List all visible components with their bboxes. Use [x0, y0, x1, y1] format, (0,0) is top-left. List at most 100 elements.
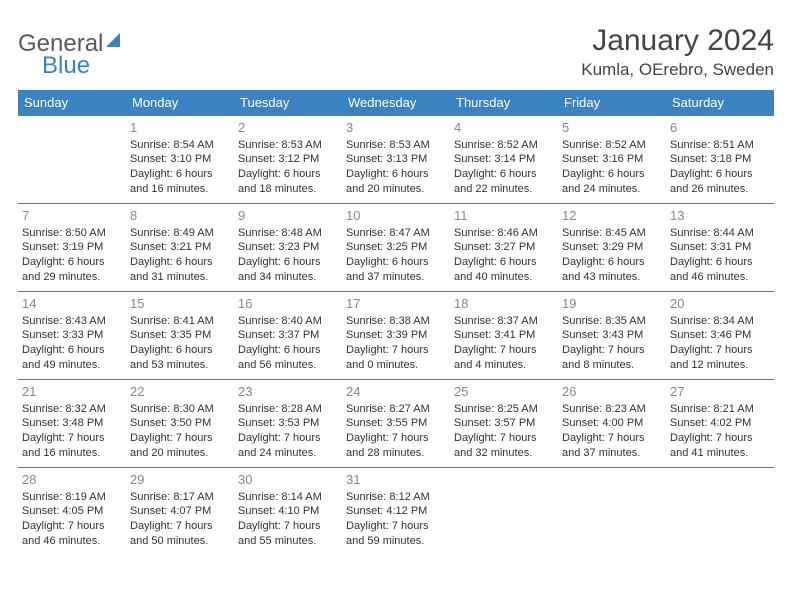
- day-number: 21: [22, 383, 122, 401]
- day-cell: 12Sunrise: 8:45 AMSunset: 3:29 PMDayligh…: [558, 204, 666, 292]
- day-number: 30: [238, 471, 338, 489]
- sunrise-text: Sunrise: 8:43 AM: [22, 314, 122, 329]
- daylight1-text: Daylight: 7 hours: [346, 431, 446, 446]
- sunset-text: Sunset: 3:21 PM: [130, 240, 230, 255]
- sunrise-text: Sunrise: 8:50 AM: [22, 226, 122, 241]
- day-cell: 4Sunrise: 8:52 AMSunset: 3:14 PMDaylight…: [450, 116, 558, 204]
- day-cell: [450, 468, 558, 556]
- day-cell: 22Sunrise: 8:30 AMSunset: 3:50 PMDayligh…: [126, 380, 234, 468]
- sunset-text: Sunset: 4:00 PM: [562, 416, 662, 431]
- day-header-thu: Thursday: [450, 90, 558, 116]
- day-header-wed: Wednesday: [342, 90, 450, 116]
- daylight2-text: and 41 minutes.: [670, 446, 770, 461]
- sunrise-text: Sunrise: 8:27 AM: [346, 402, 446, 417]
- sunset-text: Sunset: 3:27 PM: [454, 240, 554, 255]
- sunrise-text: Sunrise: 8:17 AM: [130, 490, 230, 505]
- page-header: General January 2024 Kumla, OErebro, Swe…: [18, 24, 774, 80]
- day-cell: 20Sunrise: 8:34 AMSunset: 3:46 PMDayligh…: [666, 292, 774, 380]
- day-cell: 31Sunrise: 8:12 AMSunset: 4:12 PMDayligh…: [342, 468, 450, 556]
- day-cell: 23Sunrise: 8:28 AMSunset: 3:53 PMDayligh…: [234, 380, 342, 468]
- day-number: 3: [346, 119, 446, 137]
- sunset-text: Sunset: 3:19 PM: [22, 240, 122, 255]
- daylight1-text: Daylight: 7 hours: [454, 343, 554, 358]
- sunrise-text: Sunrise: 8:41 AM: [130, 314, 230, 329]
- daylight1-text: Daylight: 6 hours: [238, 343, 338, 358]
- daylight1-text: Daylight: 6 hours: [454, 255, 554, 270]
- sunset-text: Sunset: 3:16 PM: [562, 152, 662, 167]
- day-cell: 29Sunrise: 8:17 AMSunset: 4:07 PMDayligh…: [126, 468, 234, 556]
- sunset-text: Sunset: 3:14 PM: [454, 152, 554, 167]
- day-cell: 26Sunrise: 8:23 AMSunset: 4:00 PMDayligh…: [558, 380, 666, 468]
- daylight2-text: and 43 minutes.: [562, 270, 662, 285]
- daylight1-text: Daylight: 6 hours: [22, 343, 122, 358]
- day-number: 13: [670, 207, 770, 225]
- daylight1-text: Daylight: 6 hours: [454, 167, 554, 182]
- day-header-mon: Monday: [126, 90, 234, 116]
- title-block: January 2024 Kumla, OErebro, Sweden: [581, 24, 774, 80]
- daylight1-text: Daylight: 6 hours: [562, 255, 662, 270]
- location-subtitle: Kumla, OErebro, Sweden: [581, 60, 774, 80]
- day-number: 17: [346, 295, 446, 313]
- day-header-tue: Tuesday: [234, 90, 342, 116]
- day-number: 8: [130, 207, 230, 225]
- week-row: 7Sunrise: 8:50 AMSunset: 3:19 PM Daylight…: [18, 204, 774, 292]
- day-cell: 21Sunrise: 8:32 AMSunset: 3:48 PMDayligh…: [18, 380, 126, 468]
- daylight2-text: and 46 minutes.: [670, 270, 770, 285]
- day-header-row: Sunday Monday Tuesday Wednesday Thursday…: [18, 90, 774, 116]
- day-number: 1: [130, 119, 230, 137]
- daylight1-text: Daylight: 7 hours: [670, 431, 770, 446]
- day-cell: [558, 468, 666, 556]
- daylight2-text: and 24 minutes.: [238, 446, 338, 461]
- sunrise-text: Sunrise: 8:37 AM: [454, 314, 554, 329]
- sunrise-text: Sunrise: 8:45 AM: [562, 226, 662, 241]
- daylight1-text: Daylight: 6 hours: [670, 255, 770, 270]
- day-number: 7: [22, 207, 122, 225]
- sunset-text: Sunset: 4:05 PM: [22, 504, 122, 519]
- sunset-text: Sunset: 3:33 PM: [22, 328, 122, 343]
- sunrise-text: Sunrise: 8:34 AM: [670, 314, 770, 329]
- day-cell: 1Sunrise: 8:54 AMSunset: 3:10 PMDaylight…: [126, 116, 234, 204]
- day-number: 12: [562, 207, 662, 225]
- day-cell: 19Sunrise: 8:35 AMSunset: 3:43 PMDayligh…: [558, 292, 666, 380]
- daylight1-text: Daylight: 7 hours: [346, 519, 446, 534]
- sunrise-text: Sunrise: 8:53 AM: [238, 138, 338, 153]
- daylight1-text: Daylight: 7 hours: [238, 431, 338, 446]
- daylight1-text: Daylight: 7 hours: [562, 431, 662, 446]
- month-title: January 2024: [581, 24, 774, 58]
- week-row: 21Sunrise: 8:32 AMSunset: 3:48 PMDayligh…: [18, 380, 774, 468]
- daylight2-text: and 31 minutes.: [130, 270, 230, 285]
- sunset-text: Sunset: 4:02 PM: [670, 416, 770, 431]
- day-cell: 14Sunrise: 8:43 AMSunset: 3:33 PMDayligh…: [18, 292, 126, 380]
- sunrise-text: Sunrise: 8:30 AM: [130, 402, 230, 417]
- daylight2-text: and 46 minutes.: [22, 534, 122, 549]
- day-cell: 13Sunrise: 8:44 AMSunset: 3:31 PMDayligh…: [666, 204, 774, 292]
- day-number: 31: [346, 471, 446, 489]
- sunset-text: Sunset: 3:12 PM: [238, 152, 338, 167]
- day-number: 25: [454, 383, 554, 401]
- sunrise-text: Sunrise: 8:23 AM: [562, 402, 662, 417]
- day-number: 5: [562, 119, 662, 137]
- sunrise-text: Sunrise: 8:44 AM: [670, 226, 770, 241]
- sunset-text: Sunset: 3:13 PM: [346, 152, 446, 167]
- sunset-text: Sunset: 3:39 PM: [346, 328, 446, 343]
- daylight2-text: and 34 minutes.: [238, 270, 338, 285]
- day-number: 4: [454, 119, 554, 137]
- day-number: 28: [22, 471, 122, 489]
- sunset-text: Sunset: 3:25 PM: [346, 240, 446, 255]
- daylight2-text: and 26 minutes.: [670, 182, 770, 197]
- sunrise-text: Sunrise: 8:40 AM: [238, 314, 338, 329]
- daylight1-text: Daylight: 6 hours: [238, 167, 338, 182]
- sunrise-text: Sunrise: 8:51 AM: [670, 138, 770, 153]
- day-cell: 9Sunrise: 8:48 AMSunset: 3:23 PMDaylight…: [234, 204, 342, 292]
- sunrise-text: Sunrise: 8:38 AM: [346, 314, 446, 329]
- daylight2-text: and 22 minutes.: [454, 182, 554, 197]
- day-number: 19: [562, 295, 662, 313]
- daylight2-text: and 50 minutes.: [130, 534, 230, 549]
- day-number: 27: [670, 383, 770, 401]
- week-row: 1Sunrise: 8:54 AMSunset: 3:10 PMDaylight…: [18, 116, 774, 204]
- daylight2-text: and 16 minutes.: [130, 182, 230, 197]
- daylight1-text: Daylight: 7 hours: [130, 431, 230, 446]
- sunset-text: Sunset: 3:31 PM: [670, 240, 770, 255]
- sunrise-text: Sunrise: 8:52 AM: [454, 138, 554, 153]
- logo-triangle-icon: [106, 33, 120, 47]
